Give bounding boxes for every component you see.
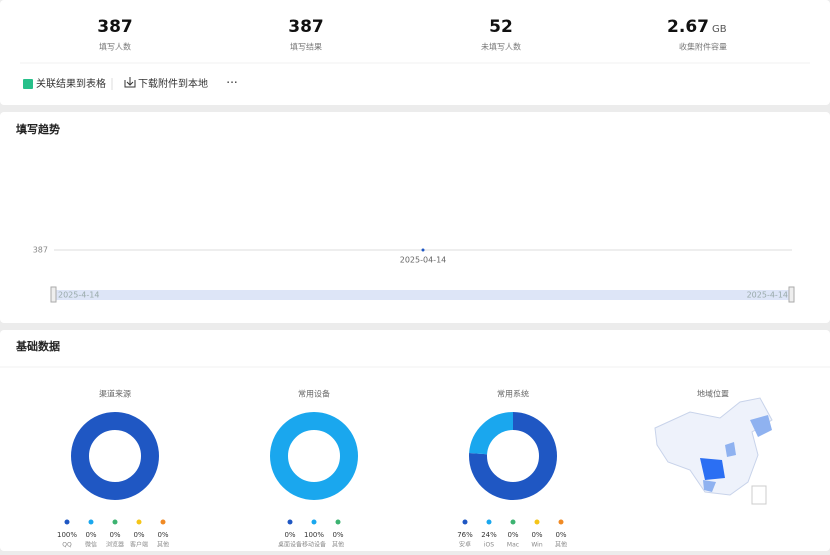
legend-dot xyxy=(486,519,492,525)
legend-dot xyxy=(287,519,293,525)
y-tick-label: 387 xyxy=(33,246,48,255)
legend-dot xyxy=(160,519,166,525)
stat-label: 填写结果 xyxy=(290,42,322,52)
data-point xyxy=(421,248,425,252)
table-icon xyxy=(23,79,33,89)
legend-value: 100% xyxy=(57,531,77,539)
legend-name: 移动设备 xyxy=(302,541,326,549)
stat-value: 387 xyxy=(288,17,324,37)
legend-name: QQ xyxy=(62,542,72,549)
section-title: 填写趋势 xyxy=(16,122,60,136)
legend-value: 0% xyxy=(555,531,566,539)
stat-value: 52 xyxy=(489,17,513,37)
legend-value: 0% xyxy=(157,531,168,539)
legend-value: 0% xyxy=(109,531,120,539)
legend-name: Win xyxy=(531,542,542,549)
legend-name: 浏览器 xyxy=(106,541,124,549)
stat-unit: GB xyxy=(712,24,727,35)
stat-label: 填写人数 xyxy=(99,42,131,52)
legend-name: 其他 xyxy=(332,541,344,549)
legend-dot xyxy=(112,519,118,525)
stats-card xyxy=(0,0,830,105)
chart-title: 渠道来源 xyxy=(99,389,131,399)
legend-dot xyxy=(88,519,94,525)
slider-handle[interactable] xyxy=(788,286,795,303)
legend-name: 其他 xyxy=(555,541,567,549)
legend-name: 微信 xyxy=(85,541,97,549)
download-icon xyxy=(124,77,136,88)
action[interactable]: 下载附件到本地 xyxy=(138,77,208,90)
legend-name: 安卓 xyxy=(459,541,471,549)
stat-label: 未填写人数 xyxy=(481,42,521,52)
legend-dot xyxy=(335,519,341,525)
legend-dot xyxy=(558,519,564,525)
donut-segment xyxy=(270,412,358,500)
stat-value: 387 xyxy=(97,17,133,37)
legend-value: 24% xyxy=(481,531,497,539)
legend-dot xyxy=(534,519,540,525)
stat-value: 2.67 xyxy=(667,17,709,37)
china-map xyxy=(654,397,773,505)
chart-title: 常用设备 xyxy=(298,389,330,399)
legend-value: 100% xyxy=(304,531,324,539)
legend-dot xyxy=(462,519,468,525)
legend-value: 76% xyxy=(457,531,473,539)
legend-name: 客户端 xyxy=(130,541,148,549)
legend-value: 0% xyxy=(133,531,144,539)
legend-value: 0% xyxy=(85,531,96,539)
legend-value: 0% xyxy=(284,531,295,539)
legend-name: iOS xyxy=(484,542,494,549)
donut-segment xyxy=(71,412,159,500)
slider-label: 2025-4-14 xyxy=(58,291,99,300)
x-tick-label: 2025-04-14 xyxy=(400,256,447,265)
legend-dot xyxy=(510,519,516,525)
more-button[interactable]: ··· xyxy=(226,76,237,90)
legend-value: 0% xyxy=(507,531,518,539)
trend-card xyxy=(0,112,830,323)
chart-title: 常用系统 xyxy=(497,389,529,399)
section-title: 基础数据 xyxy=(15,339,60,353)
legend-dot xyxy=(136,519,142,525)
legend-name: Mac xyxy=(507,542,519,549)
basic-card xyxy=(0,330,830,551)
legend-value: 0% xyxy=(531,531,542,539)
legend-value: 0% xyxy=(332,531,343,539)
donut-segment xyxy=(469,412,557,500)
slider-label: 2025-4-14 xyxy=(747,291,788,300)
zoom-slider[interactable] xyxy=(54,290,792,300)
chart-title: 地域位置 xyxy=(697,389,729,399)
slider-handle[interactable] xyxy=(50,286,57,303)
stat-label: 收集附件容量 xyxy=(679,42,727,52)
action[interactable]: 关联结果到表格 xyxy=(36,77,106,90)
legend-name: 其他 xyxy=(157,541,169,549)
legend-name: 桌面设备 xyxy=(278,541,302,549)
legend-dot xyxy=(64,519,70,525)
legend-dot xyxy=(311,519,317,525)
